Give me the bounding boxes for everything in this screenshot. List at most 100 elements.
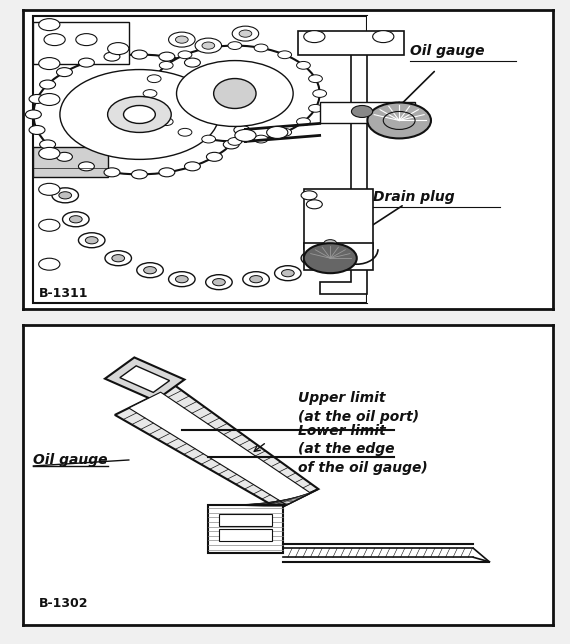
Ellipse shape (214, 79, 256, 108)
Circle shape (185, 58, 201, 67)
Circle shape (324, 240, 337, 247)
Circle shape (352, 106, 373, 117)
Circle shape (112, 254, 125, 262)
Text: Drain plug: Drain plug (373, 191, 454, 204)
Circle shape (39, 258, 60, 270)
Polygon shape (368, 15, 542, 303)
Circle shape (56, 153, 72, 161)
Circle shape (202, 135, 215, 143)
Text: B-1302: B-1302 (39, 597, 88, 610)
Circle shape (296, 118, 310, 126)
Circle shape (282, 270, 294, 277)
Circle shape (278, 128, 292, 136)
Circle shape (239, 30, 252, 37)
Circle shape (132, 170, 148, 179)
Circle shape (169, 272, 195, 287)
Circle shape (267, 126, 288, 138)
Polygon shape (115, 385, 319, 509)
Bar (320, 102, 415, 124)
Circle shape (195, 38, 222, 53)
Circle shape (243, 272, 269, 287)
Circle shape (223, 140, 239, 149)
Circle shape (39, 220, 60, 231)
Bar (34, 22, 129, 64)
Bar (304, 243, 373, 270)
Circle shape (313, 90, 327, 97)
Polygon shape (209, 489, 319, 509)
Circle shape (39, 93, 60, 106)
Circle shape (159, 52, 175, 61)
Circle shape (39, 19, 60, 31)
Circle shape (254, 44, 268, 52)
Circle shape (160, 61, 173, 70)
Circle shape (232, 26, 259, 41)
Polygon shape (105, 357, 185, 401)
Circle shape (206, 153, 222, 161)
Circle shape (373, 31, 394, 43)
Circle shape (368, 102, 431, 138)
Circle shape (86, 236, 98, 244)
Circle shape (104, 52, 120, 61)
Circle shape (39, 147, 60, 160)
Circle shape (108, 97, 171, 133)
Circle shape (308, 75, 323, 82)
Circle shape (278, 51, 292, 59)
Circle shape (29, 126, 45, 135)
Polygon shape (120, 366, 170, 392)
Circle shape (52, 188, 79, 203)
Circle shape (79, 162, 95, 171)
Circle shape (234, 126, 250, 135)
Bar (299, 31, 405, 55)
Circle shape (223, 80, 239, 89)
Text: Oil gauge: Oil gauge (410, 44, 484, 57)
Circle shape (56, 68, 72, 77)
Circle shape (307, 200, 322, 209)
Circle shape (44, 33, 65, 46)
Circle shape (308, 104, 323, 112)
Circle shape (143, 90, 157, 97)
Circle shape (304, 243, 357, 273)
Circle shape (178, 128, 192, 136)
Circle shape (228, 138, 242, 146)
Circle shape (159, 168, 175, 177)
Bar (304, 189, 373, 249)
Circle shape (176, 276, 188, 283)
Text: Upper limit
(at the oil port): Upper limit (at the oil port) (299, 391, 420, 424)
Circle shape (34, 55, 246, 175)
Circle shape (29, 95, 45, 104)
Circle shape (40, 80, 55, 89)
Circle shape (308, 254, 321, 262)
Circle shape (160, 118, 173, 126)
Circle shape (169, 32, 195, 47)
Circle shape (137, 263, 163, 278)
Circle shape (39, 57, 60, 70)
Circle shape (213, 279, 225, 286)
Circle shape (26, 110, 42, 119)
Circle shape (150, 46, 320, 142)
Circle shape (235, 129, 256, 142)
Circle shape (124, 106, 155, 124)
Circle shape (104, 168, 120, 177)
Circle shape (206, 275, 232, 290)
Text: B-1311: B-1311 (39, 287, 88, 300)
Circle shape (39, 184, 60, 195)
Circle shape (250, 276, 262, 283)
Circle shape (202, 42, 215, 49)
Circle shape (70, 216, 82, 223)
Circle shape (147, 75, 161, 82)
Circle shape (79, 58, 95, 67)
Circle shape (60, 70, 219, 160)
Circle shape (301, 251, 328, 266)
Circle shape (144, 267, 156, 274)
Polygon shape (129, 392, 311, 505)
Circle shape (304, 31, 325, 43)
Circle shape (178, 51, 192, 59)
Circle shape (254, 135, 268, 143)
Circle shape (105, 251, 132, 266)
Text: Lower limit
(at the edge
of the oil gauge): Lower limit (at the edge of the oil gaug… (299, 424, 428, 475)
Circle shape (132, 50, 148, 59)
Circle shape (206, 68, 222, 77)
Polygon shape (320, 33, 368, 294)
Circle shape (40, 140, 55, 149)
Text: Oil gauge: Oil gauge (34, 453, 108, 467)
